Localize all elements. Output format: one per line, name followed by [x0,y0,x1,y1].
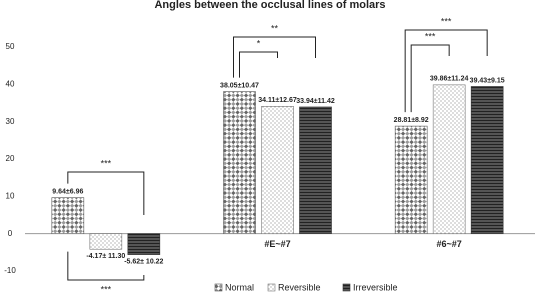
legend-swatch [267,283,276,292]
value-label: -4.17± 11.30 [86,253,125,260]
value-label: -5.62± 10.22 [124,258,163,265]
y-tick-label: 20 [6,154,15,163]
legend-label: Normal [225,282,254,292]
bar [89,233,123,250]
value-label: 33.94±11.42 [296,98,335,105]
value-label: 34.11±12.67 [258,97,297,104]
significance-label: *** [425,31,436,41]
bar [51,197,85,234]
x-tick-label: #6~#7 [437,239,462,249]
value-label: 39.43±9.15 [470,77,505,84]
significance-label: *** [101,284,112,294]
bar [127,233,161,255]
y-tick-label: -10 [4,266,16,275]
bar [299,106,332,234]
value-label: 38.05±10.47 [220,82,259,89]
significance-bracket [233,36,316,78]
significance-label: *** [101,158,112,168]
chart-title: Angles between the occlusal lines of mol… [154,0,385,11]
y-tick-label: 40 [6,79,15,88]
significance-label: *** [441,16,452,26]
value-label: 28.81±8.92 [394,117,429,124]
bar [470,86,504,234]
y-tick-label: 10 [6,191,15,200]
legend-swatch [342,283,351,292]
significance-label: ** [271,23,279,33]
y-tick-label: 0 [8,229,13,238]
bar [223,91,256,234]
legend-swatch [214,283,223,292]
bar [394,125,428,234]
value-label: 9.64±6.96 [52,189,83,196]
legend-label: Reversible [278,282,321,292]
y-tick-label: 50 [6,42,15,51]
bar [261,106,294,234]
significance-bracket [67,171,145,215]
significance-bracket [410,44,450,113]
significance-bracket [239,51,278,78]
significance-label: * [257,38,261,48]
legend-label: Irreversible [353,282,398,292]
x-tick-label: #E~#7 [264,239,290,249]
significance-bracket [67,251,145,281]
bar [432,84,466,234]
value-label: 39.86±11.24 [430,76,469,83]
significance-bracket [404,29,488,113]
y-tick-label: 30 [6,117,15,126]
